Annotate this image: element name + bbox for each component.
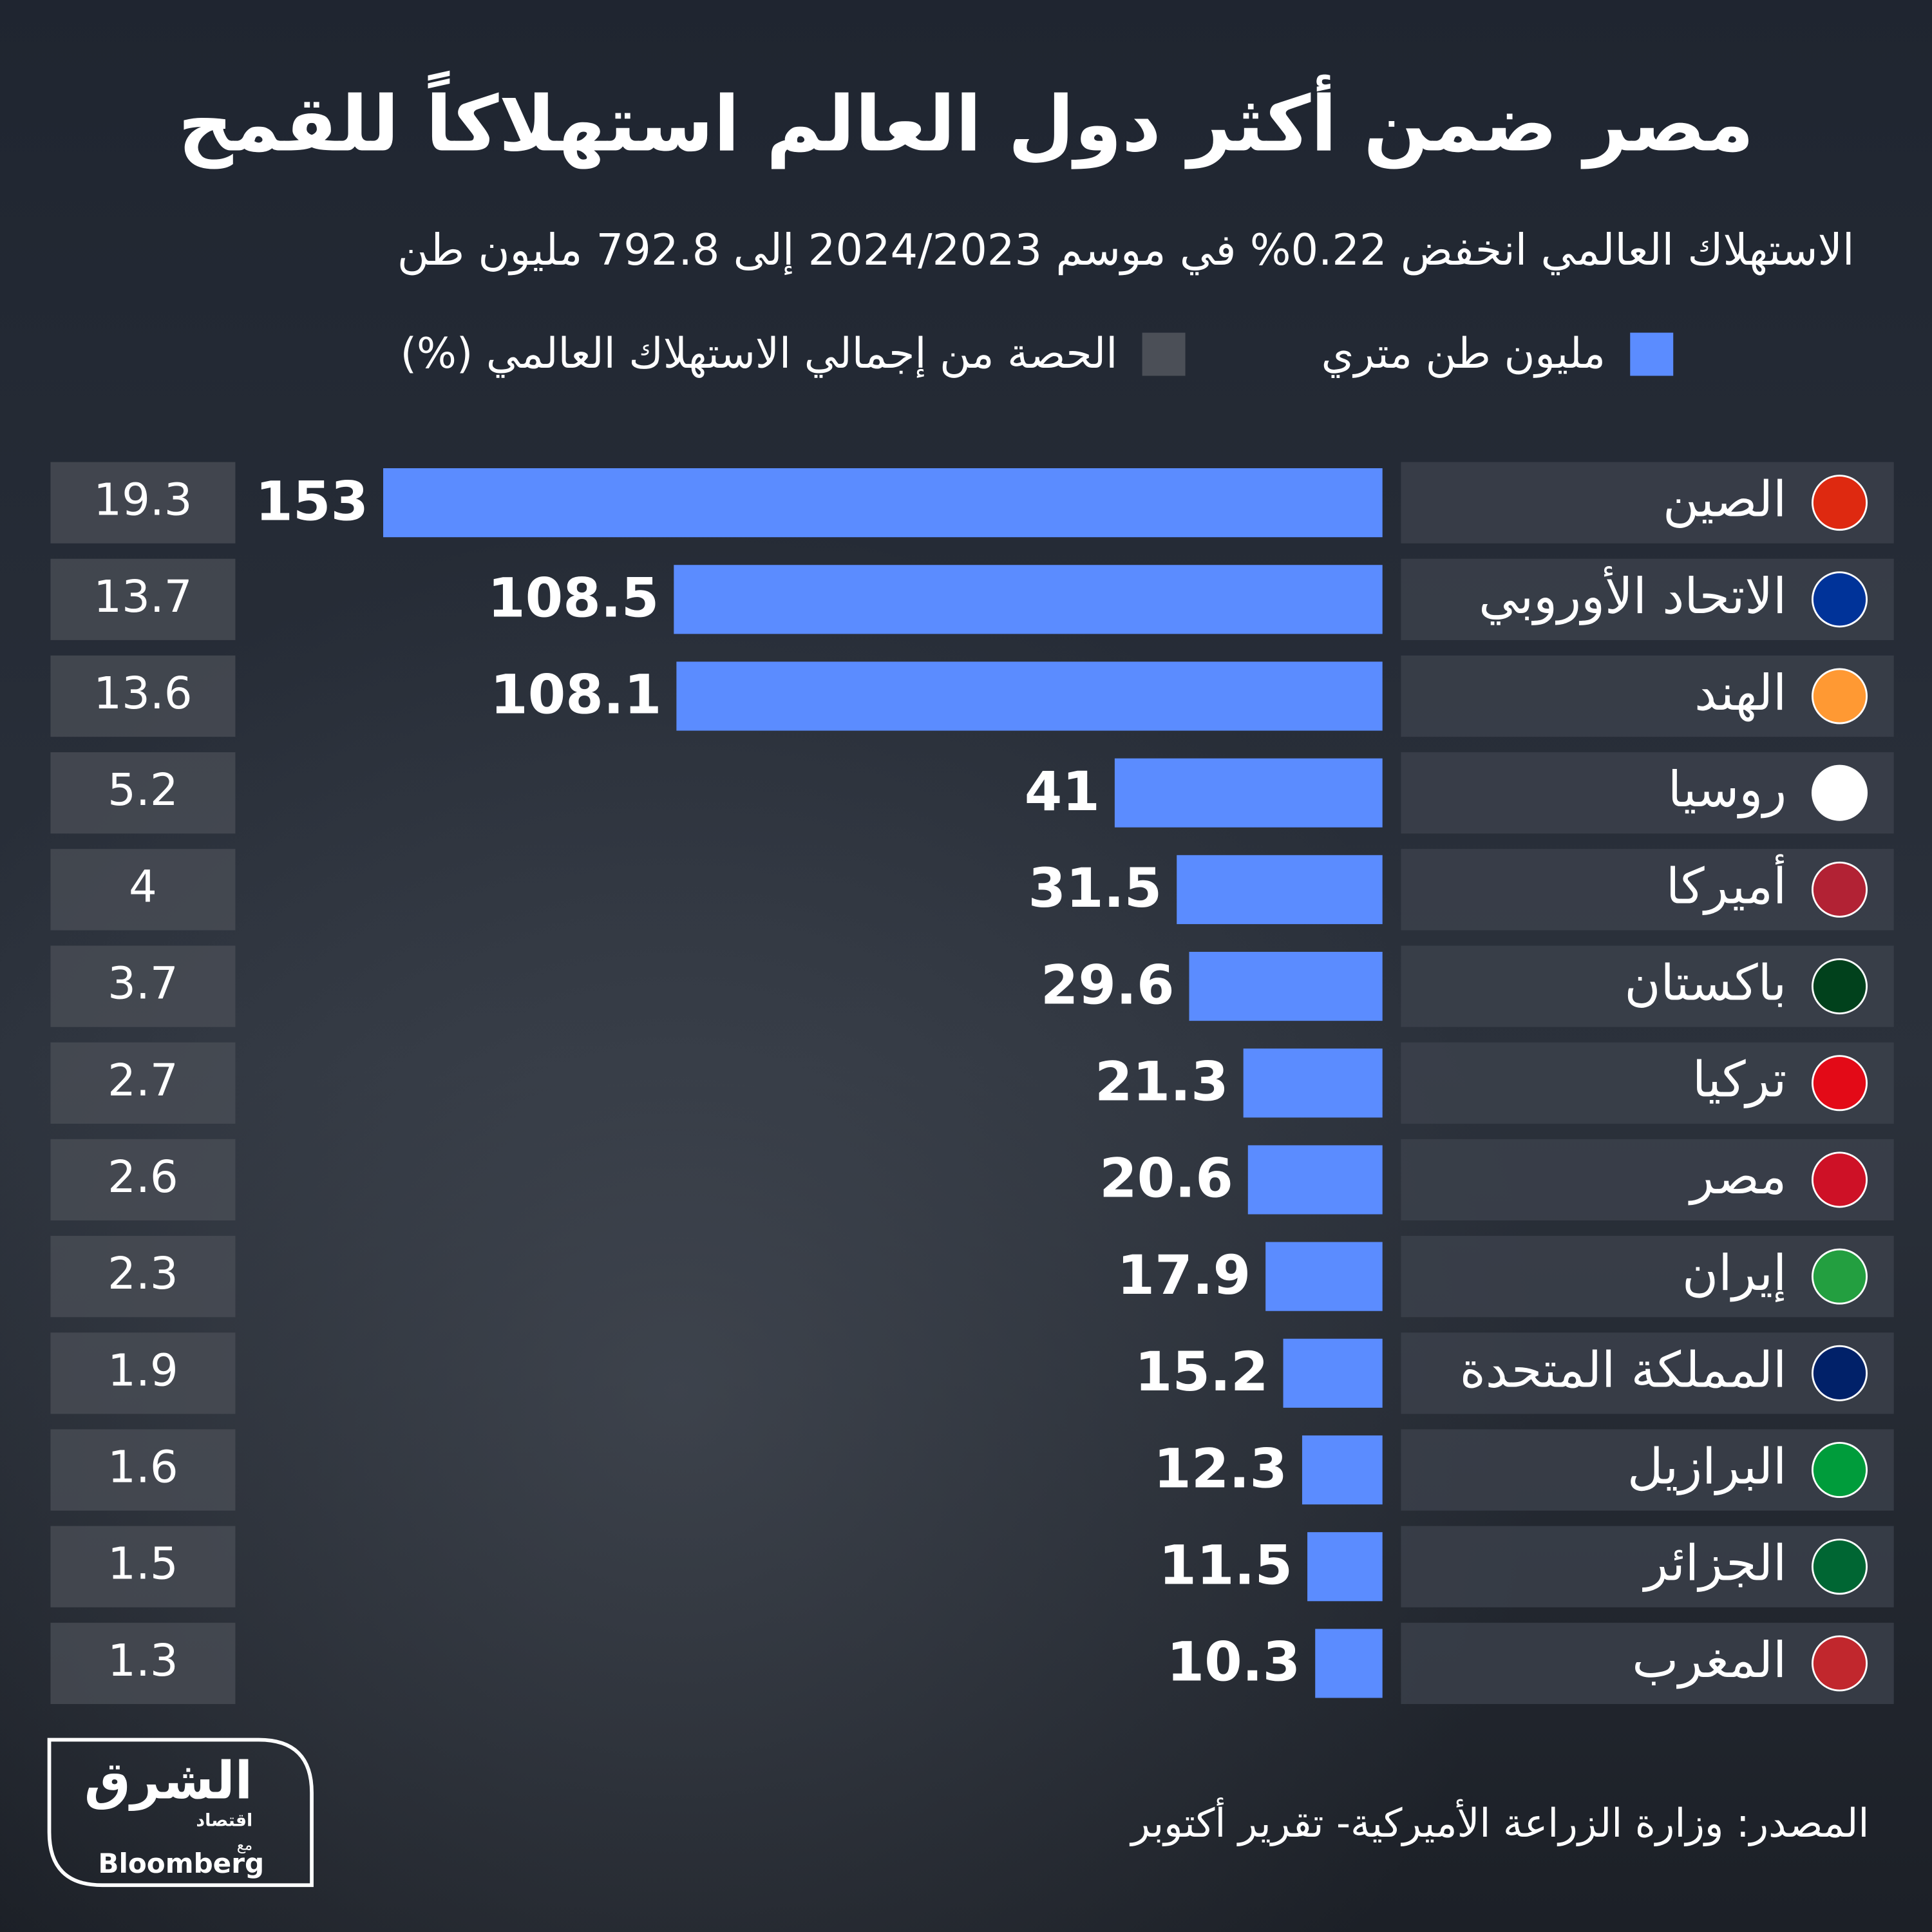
logo-with: مع: [237, 1837, 253, 1854]
flag: [1811, 1055, 1868, 1112]
share-cell: [50, 1429, 236, 1511]
value-label: 11.5: [1159, 1533, 1293, 1596]
bar: [1114, 758, 1383, 828]
share-cell: [50, 1236, 236, 1318]
bar: [383, 468, 1383, 538]
bar: [676, 661, 1383, 731]
share-label: 1.9: [108, 1345, 178, 1396]
category-label: روسيا: [1668, 761, 1786, 819]
bar: [1189, 951, 1383, 1021]
value-label: 20.6: [1099, 1147, 1233, 1210]
category-label: الاتحاد الأوروبي: [1479, 566, 1786, 625]
share-cell: [50, 1332, 236, 1414]
value-label: 29.6: [1041, 953, 1175, 1016]
share-label: 3.7: [108, 958, 178, 1010]
flag: [1811, 1635, 1868, 1692]
value-label: 15.2: [1135, 1340, 1269, 1403]
share-cell: [50, 945, 236, 1027]
logo-frame: [47, 1738, 314, 1888]
flag: [1811, 1441, 1868, 1499]
bar: [1283, 1338, 1383, 1408]
bar: [1247, 1145, 1383, 1215]
logo-partner: Bloomberg: [98, 1848, 264, 1879]
value-label: 10.3: [1167, 1631, 1301, 1694]
bar: [1243, 1048, 1383, 1118]
share-label: 4: [129, 861, 157, 913]
share-cell: [50, 752, 236, 834]
category-label: الصين: [1663, 471, 1786, 529]
flag: [1811, 1248, 1868, 1305]
value-label: 108.1: [490, 663, 661, 726]
category-label: المغرب: [1632, 1632, 1786, 1689]
share-label: 2.6: [108, 1151, 178, 1203]
bar: [1307, 1532, 1383, 1602]
value-label: 108.5: [488, 567, 659, 630]
legend-label: الحصة من إجمالي الاستهلاك العالمي (%): [401, 330, 1118, 378]
legend: مليون طن متري الحصة من إجمالي الاستهلاك ا…: [401, 330, 1674, 378]
flag: [1811, 1539, 1868, 1595]
share-label: 2.3: [108, 1248, 178, 1300]
category-label: الجزائر: [1642, 1535, 1786, 1593]
chart-subtitle: الاستهلاك العالمي انخفض 0.22% في موسم 20…: [397, 225, 1855, 276]
category-label: البرازيل: [1627, 1439, 1786, 1496]
value-label: 17.9: [1117, 1244, 1251, 1307]
legend-swatch: [1142, 332, 1186, 376]
category-label: باكستان: [1624, 955, 1786, 1012]
share-cell: [50, 1622, 236, 1705]
bar: [1177, 855, 1383, 924]
flag: [1811, 958, 1868, 1015]
share-cell: [50, 462, 236, 544]
logo-sub: اقتصاد: [196, 1810, 252, 1830]
category-label: الهند: [1694, 665, 1786, 722]
flag: [1811, 764, 1868, 821]
share-label: 13.6: [93, 668, 192, 719]
bar: [674, 565, 1383, 634]
share-cell: [50, 1139, 236, 1221]
flag: [1811, 668, 1868, 724]
flag: [1811, 1151, 1868, 1208]
share-label: 2.7: [108, 1055, 178, 1106]
category-label: أميركا: [1666, 853, 1786, 915]
flag: [1811, 475, 1868, 531]
category-label: المملكة المتحدة: [1460, 1341, 1787, 1399]
bar: [1265, 1242, 1383, 1311]
share-cell: [50, 849, 236, 931]
flag: [1811, 571, 1868, 628]
share-cell: [50, 1042, 236, 1124]
share-label: 1.6: [108, 1442, 178, 1493]
legend-label: مليون طن متري: [1321, 330, 1605, 378]
share-cell: [50, 1526, 236, 1607]
share-label: 5.2: [108, 764, 178, 816]
chart-title: مصر ضمن أكثر دول العالم استهلاكاً للقمح: [178, 71, 1754, 169]
value-label: 12.3: [1153, 1437, 1287, 1500]
logo-brand: الشرق: [84, 1750, 252, 1811]
flag: [1811, 1345, 1868, 1401]
value-label: 31.5: [1028, 857, 1162, 920]
bar: [1302, 1435, 1383, 1505]
share-label: 19.3: [93, 475, 192, 526]
category-label: إيران: [1682, 1245, 1786, 1302]
share-label: 1.5: [108, 1539, 178, 1590]
legend-swatch: [1630, 332, 1674, 376]
value-label: 153: [255, 469, 368, 533]
bar: [1315, 1629, 1383, 1698]
logo: الشرق اقتصاد مع Bloomberg: [47, 1738, 314, 1888]
share-label: 13.7: [93, 571, 192, 623]
value-label: 41: [1025, 760, 1100, 823]
category-label: مصر: [1688, 1148, 1787, 1206]
share-label: 1.3: [108, 1635, 178, 1687]
category-label: تركيا: [1692, 1052, 1786, 1109]
value-label: 21.3: [1095, 1050, 1229, 1113]
share-cell: [50, 558, 236, 640]
flag: [1811, 861, 1868, 918]
rows: 19.3 153 الصين 13.7 108.5 الاتحاد الأوروبي 13.…: [50, 462, 1894, 1705]
share-cell: [50, 655, 236, 737]
source: المصدر: وزارة الزراعة الأميركية- تقرير أ…: [1129, 1797, 1869, 1846]
